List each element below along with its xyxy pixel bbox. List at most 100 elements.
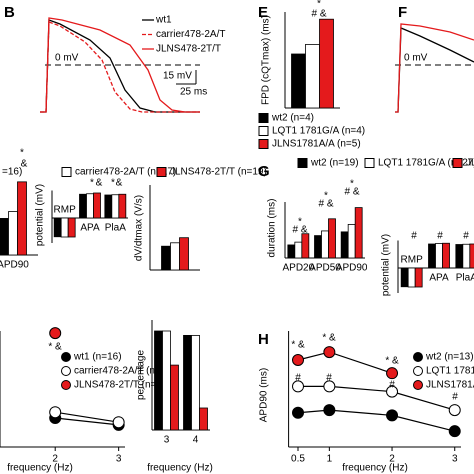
point	[386, 409, 399, 422]
panel-letter: B	[4, 4, 15, 21]
bar	[328, 218, 336, 259]
point	[386, 385, 399, 398]
legend-label: wt2 (n=4)	[271, 113, 314, 124]
bar	[170, 364, 179, 431]
x-axis-label: frequency (Hz)	[147, 463, 213, 474]
point	[292, 354, 305, 366]
y-axis-label: percentage	[136, 350, 147, 400]
bar	[17, 181, 27, 256]
legend-label: JLNS1781A/A (n=5)	[272, 139, 361, 150]
bar	[179, 237, 189, 271]
bar	[462, 243, 471, 269]
x-tick-label: 0.5	[291, 454, 305, 465]
category-label: PlaA	[456, 273, 474, 284]
legend-swatch	[297, 158, 308, 168]
legend-swatch	[364, 158, 375, 168]
point	[292, 380, 305, 393]
bar	[314, 235, 322, 259]
x-tick-label: 1	[327, 454, 333, 465]
bar	[154, 330, 163, 431]
bar	[104, 194, 113, 219]
legend-swatch	[258, 113, 269, 123]
annotation: 0 mV	[55, 53, 79, 64]
category-label: APD20	[282, 263, 314, 274]
annotation: *	[111, 178, 115, 189]
legend-label: =16)	[2, 167, 22, 178]
series-line	[55, 417, 119, 426]
series-line	[55, 411, 119, 423]
bar	[435, 243, 443, 269]
legend-swatch	[258, 126, 269, 136]
bar	[118, 193, 127, 219]
annotation: # &	[344, 187, 359, 198]
annotation: #	[463, 231, 469, 242]
bar	[319, 18, 334, 109]
annotation: * &	[385, 356, 399, 367]
bar	[340, 231, 349, 259]
legend-label: wt1 (n=16)	[73, 352, 122, 363]
annotation: * &	[48, 342, 62, 353]
panel-letter: G	[258, 163, 270, 180]
annotation: * &	[291, 340, 305, 351]
bar	[93, 192, 101, 219]
bar	[53, 217, 62, 238]
y-axis-label: dV/dtmax (V/s)	[134, 195, 145, 261]
bar	[183, 334, 192, 431]
y-axis-label: APD90 (ms)	[259, 368, 270, 422]
bar	[414, 267, 423, 288]
annotation: *	[317, 0, 321, 10]
legend-swatch	[156, 167, 167, 177]
bar	[67, 217, 76, 238]
category-label: PlaA	[105, 223, 126, 234]
legend-label: LQT1 1781G/A (n=4)	[272, 126, 365, 137]
x-tick-label: 3	[116, 454, 122, 465]
annotation: *	[298, 217, 302, 228]
x-axis-label: frequency (Hz)	[7, 463, 73, 474]
bar	[191, 334, 200, 431]
annotation: *	[324, 191, 328, 202]
annotation: *	[350, 179, 354, 190]
trace	[40, 17, 200, 113]
annotation: #	[452, 392, 458, 403]
category-label: 4	[193, 435, 199, 446]
y-axis-label: FPD (cQTmax) (ms)	[261, 15, 272, 105]
legend-label: wt2 (n=13)	[425, 352, 474, 363]
category-label: APD90	[336, 263, 368, 274]
category-label: APD50	[309, 263, 341, 274]
annotation: 15 mV	[163, 71, 192, 82]
point	[49, 327, 62, 340]
panel-letter: F	[398, 4, 407, 21]
legend-marker	[61, 366, 71, 376]
bar	[291, 53, 306, 109]
category-label: APA	[429, 273, 449, 284]
legend-marker	[413, 380, 423, 390]
category-label: RMP	[401, 255, 424, 266]
point	[112, 416, 125, 429]
point	[323, 404, 336, 417]
bar	[8, 211, 18, 256]
legend-marker	[61, 352, 71, 362]
bar	[79, 193, 87, 219]
legend-label: JLNS478-2T/T (n=19)	[74, 380, 171, 391]
annotation: #	[295, 373, 301, 384]
legend-marker	[413, 366, 423, 376]
series-line	[298, 385, 455, 411]
legend-label: JLNS1781A/A	[426, 380, 474, 391]
series-line	[297, 351, 393, 374]
legend-label: JLNS478-2T/T (n=19)	[170, 167, 267, 178]
x-tick-label: 2	[52, 454, 58, 465]
bar	[347, 223, 356, 259]
legend-label: carrier478-2A/T (n=17)	[75, 167, 176, 178]
x-tick-label: 2	[389, 454, 395, 465]
bar	[294, 241, 303, 259]
annotation: 25 ms	[180, 87, 207, 98]
bar	[354, 207, 363, 259]
bar	[469, 243, 474, 269]
category-label: 3	[164, 435, 170, 446]
category-label: APD90	[0, 260, 29, 271]
legend-label: carrier478-2A/T	[156, 29, 225, 40]
bar	[442, 242, 450, 269]
point	[448, 404, 461, 417]
legend-label: JL	[466, 158, 474, 169]
